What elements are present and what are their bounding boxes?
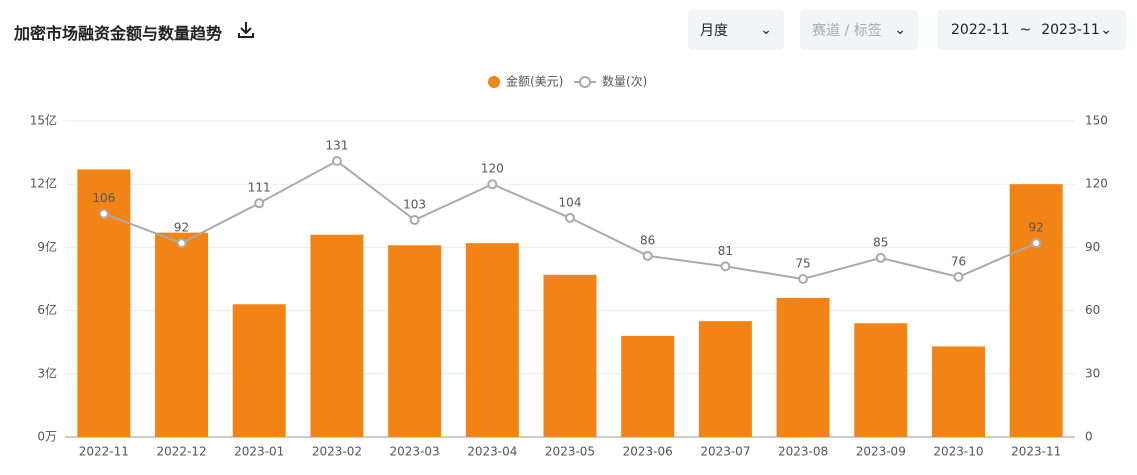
- x-tick-label: 2023-04: [467, 445, 517, 459]
- data-label: 75: [795, 257, 810, 271]
- chart: 0万 3亿 6亿 9亿 12亿 15亿 0 30 60 90 120 150 金额(美元) 数量(次) 20…: [30, 74, 1108, 459]
- period-select[interactable]: 月度 ⌄: [688, 10, 784, 50]
- y2-tick-label: 90: [1085, 240, 1100, 254]
- line-point: [176, 238, 187, 249]
- line-point: [798, 274, 809, 284]
- y-tick-label: 15亿: [30, 113, 57, 128]
- data-label: 92: [174, 221, 189, 235]
- bar: [854, 323, 908, 437]
- legend-label: 数量(次): [602, 74, 647, 89]
- date-sep: ~: [1019, 22, 1032, 38]
- line-point: [642, 250, 653, 261]
- line-point: [720, 261, 731, 272]
- y-tick-label: 6亿: [37, 302, 57, 317]
- track-select[interactable]: 赛道 / 标签 ⌄: [800, 10, 918, 50]
- line-point: [565, 212, 575, 223]
- y2-tick-label: 30: [1085, 366, 1100, 380]
- x-tick-label: 2023-03: [390, 445, 440, 459]
- bar: [1009, 184, 1063, 437]
- x-tick-label: 2023-08: [778, 445, 828, 459]
- chart-title: 加密市场融资金额与数量趋势: [14, 24, 223, 43]
- data-label: 104: [559, 195, 582, 209]
- track-placeholder: 赛道 / 标签: [812, 23, 882, 39]
- download-icon[interactable]: [236, 20, 256, 40]
- date-range[interactable]: 2022-11 ~ 2023-11 ⌄: [937, 10, 1126, 50]
- x-tick-label: 2023-07: [700, 445, 750, 459]
- data-label: 86: [640, 233, 655, 247]
- data-label: 131: [325, 139, 348, 153]
- y-tick-label: 12亿: [30, 176, 57, 191]
- y2-tick-label: 120: [1085, 177, 1108, 191]
- line-point: [331, 156, 342, 167]
- data-label: 76: [951, 254, 966, 268]
- legend-swatch: [488, 76, 500, 88]
- bar: [310, 234, 364, 437]
- data-label: 103: [403, 198, 426, 212]
- line-point: [953, 271, 964, 282]
- line-point: [98, 208, 109, 219]
- bar: [621, 335, 675, 437]
- bar: [232, 304, 286, 437]
- y2-tick-label: 60: [1085, 303, 1100, 317]
- bar: [776, 297, 830, 437]
- line-point: [409, 215, 420, 226]
- data-label: 81: [718, 244, 733, 258]
- x-tick-label: 2023-10: [933, 445, 983, 459]
- y2-tick-label: 150: [1085, 114, 1108, 128]
- data-label: 85: [873, 235, 888, 249]
- legend-label: 金额(美元): [506, 74, 563, 89]
- period-value: 月度: [700, 23, 728, 39]
- bar: [388, 245, 442, 437]
- x-tick-label: 2023-11: [1011, 445, 1061, 459]
- x-tick-label: 2023-01: [234, 445, 284, 459]
- x-tick-label: 2023-06: [623, 445, 673, 459]
- x-tick-label: 2023-09: [856, 445, 906, 459]
- data-label: 92: [1029, 221, 1044, 235]
- data-label: 111: [248, 181, 271, 195]
- line-point: [875, 252, 886, 263]
- bar: [465, 243, 519, 437]
- x-tick-label: 2022-11: [79, 445, 129, 459]
- y-tick-label: 3亿: [37, 365, 57, 380]
- line-point: [1031, 238, 1042, 249]
- y-tick-label: 9亿: [37, 239, 57, 254]
- data-label: 106: [92, 191, 115, 205]
- bar: [543, 274, 597, 437]
- line-point: [254, 198, 265, 209]
- bar: [931, 346, 985, 437]
- y2-tick-label: 0: [1085, 430, 1093, 444]
- x-tick-label: 2023-05: [545, 445, 595, 459]
- legend-swatch: [579, 76, 591, 88]
- date-end: 2023-11: [1041, 22, 1100, 38]
- x-tick-label: 2023-02: [312, 445, 362, 459]
- x-tick-label: 2022-12: [156, 445, 206, 459]
- bar: [698, 321, 752, 437]
- bar: [155, 232, 209, 437]
- y-tick-label: 0万: [37, 430, 57, 444]
- line-point: [487, 179, 498, 190]
- date-start: 2022-11: [951, 22, 1010, 38]
- data-label: 120: [481, 162, 504, 176]
